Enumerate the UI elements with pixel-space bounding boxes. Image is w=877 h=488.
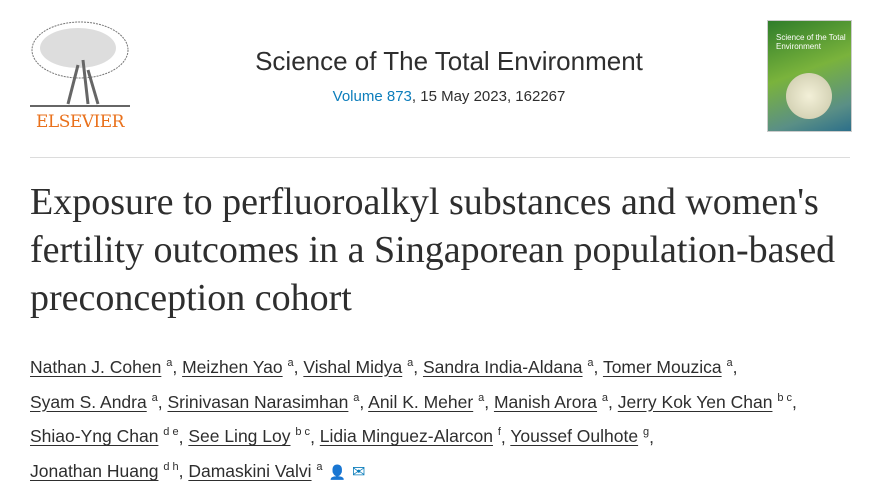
author: Jonathan Huang d h xyxy=(30,461,179,481)
journal-title-link[interactable]: Science of The Total Environment xyxy=(255,46,643,76)
affiliation-marker[interactable]: d e xyxy=(163,426,179,439)
elsevier-logo[interactable]: ELSEVIER xyxy=(28,20,132,132)
author: Sandra India-Aldana a xyxy=(423,357,594,377)
affiliation-marker[interactable]: a xyxy=(726,357,733,369)
author: Srinivasan Narasimhan a xyxy=(167,392,359,412)
volume-info: Volume 873, 15 May 2023, 162267 xyxy=(160,88,738,105)
author: Lidia Minguez-Alarcon f xyxy=(320,426,501,446)
affiliation-marker[interactable]: a xyxy=(151,391,158,404)
affiliation-marker[interactable]: f xyxy=(497,426,501,439)
author: Tomer Mouzica a xyxy=(603,357,733,377)
affiliation-marker[interactable]: a xyxy=(407,357,414,369)
author: Syam S. Andra a xyxy=(30,392,158,412)
author-link[interactable]: Anil K. Meher xyxy=(368,391,474,412)
author: Shiao-Yng Chan d e xyxy=(30,426,179,446)
volume-link[interactable]: Volume 873 xyxy=(332,88,412,105)
author-link[interactable]: Shiao-Yng Chan xyxy=(30,426,159,447)
author-link[interactable]: Jonathan Huang xyxy=(30,461,159,482)
author-link[interactable]: See Ling Loy xyxy=(188,426,291,447)
article-title: Exposure to perfluoroalkyl substances an… xyxy=(30,181,836,319)
affiliation-marker[interactable]: b c xyxy=(777,391,793,404)
affiliation-marker[interactable]: a xyxy=(478,391,485,404)
author-link[interactable]: Sandra India-Aldana xyxy=(422,356,583,377)
cover-title: Science of the Total Environment xyxy=(776,33,846,51)
affiliation-marker[interactable]: b c xyxy=(295,426,311,439)
author-link[interactable]: Vishal Midya xyxy=(303,356,403,377)
author: Youssef Oulhote g xyxy=(510,426,649,446)
author: Nathan J. Cohen a xyxy=(30,357,172,377)
author: Anil K. Meher a xyxy=(368,392,484,412)
author-link[interactable]: Srinivasan Narasimhan xyxy=(167,391,349,412)
author: Damaskini Valvi a xyxy=(188,461,322,481)
affiliation-marker[interactable]: a xyxy=(316,461,323,474)
person-icon[interactable]: 👤 xyxy=(328,464,346,481)
cover-image xyxy=(786,73,832,119)
journal-cover[interactable]: Science of the Total Environment xyxy=(767,20,852,132)
divider xyxy=(30,157,850,158)
author-link[interactable]: Tomer Mouzica xyxy=(602,356,722,377)
author: Manish Arora a xyxy=(494,392,608,412)
tree-icon xyxy=(30,21,130,107)
publisher-name: ELSEVIER xyxy=(36,112,124,132)
author-link[interactable]: Jerry Kok Yen Chan xyxy=(617,391,773,412)
affiliation-marker[interactable]: a xyxy=(601,391,609,404)
author-list: Nathan J. Cohen a, Meizhen Yao a, Vishal… xyxy=(30,356,797,482)
affiliation-marker[interactable]: a xyxy=(287,357,294,369)
affiliation-marker[interactable]: g xyxy=(642,426,650,439)
journal-title[interactable]: Science of The Total Environment xyxy=(160,46,738,77)
email-icon[interactable]: ✉ xyxy=(351,464,366,482)
author: Jerry Kok Yen Chan b c xyxy=(618,392,792,412)
author-link[interactable]: Meizhen Yao xyxy=(182,356,283,377)
author: Meizhen Yao a xyxy=(182,357,294,377)
author-link[interactable]: Manish Arora xyxy=(493,391,598,412)
affiliation-marker[interactable]: a xyxy=(587,357,594,369)
author: Vishal Midya a xyxy=(303,357,413,377)
affiliation-marker[interactable]: d h xyxy=(163,461,179,474)
author: See Ling Loy b c xyxy=(188,426,310,446)
author-link[interactable]: Damaskini Valvi xyxy=(188,461,312,482)
issue-date: , 15 May 2023, 162267 xyxy=(411,88,566,105)
affiliation-marker[interactable]: a xyxy=(353,391,360,404)
author-link[interactable]: Lidia Minguez-Alarcon xyxy=(319,426,493,447)
affiliation-marker[interactable]: a xyxy=(166,357,173,369)
author-link[interactable]: Syam S. Andra xyxy=(30,391,147,412)
author-link[interactable]: Youssef Oulhote xyxy=(510,426,639,447)
author-link[interactable]: Nathan J. Cohen xyxy=(30,356,162,377)
